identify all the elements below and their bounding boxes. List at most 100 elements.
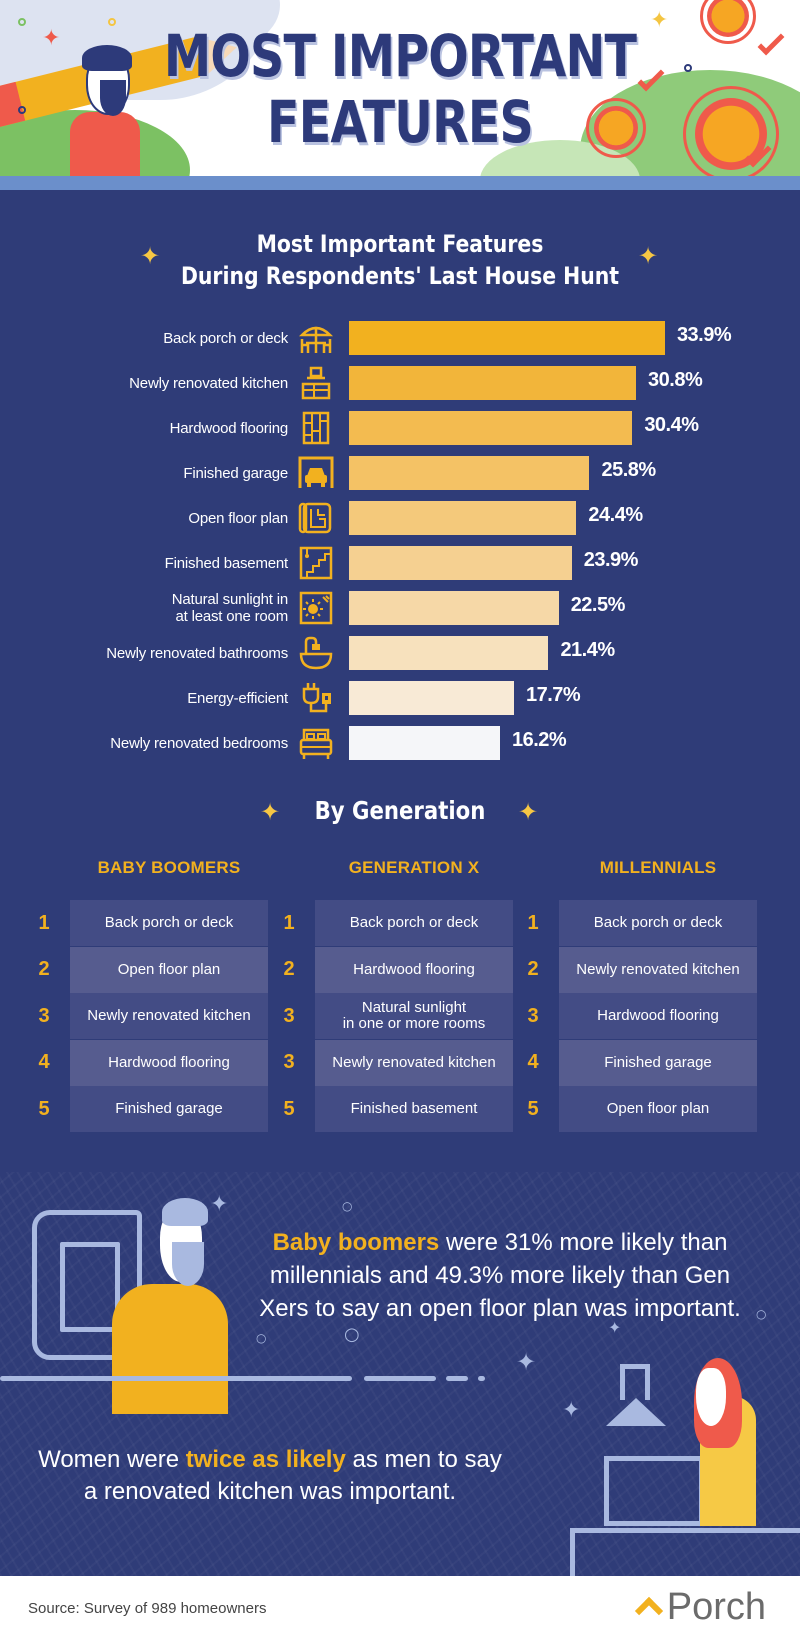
sparkle-icon: ✦ <box>518 798 539 826</box>
circle-decoration: ○ <box>256 1331 267 1345</box>
feature-cell: Newly renovated kitchen <box>559 946 757 993</box>
bar-category-label-text: Energy-efficient <box>187 690 288 707</box>
feature-cell-line: Hardwood flooring <box>353 960 475 978</box>
feature-cell: Back porch or deck <box>315 900 513 946</box>
bar-value-label: 30.8% <box>648 369 703 391</box>
rank-number: 4 <box>527 1051 539 1073</box>
bar-row: Natural sunlight in at least one room 22.5… <box>0 590 800 626</box>
bed-icon <box>298 726 334 760</box>
bar-row: Newly renovated bathrooms 21.4% <box>0 635 800 671</box>
bar-category-label: Newly renovated kitchen <box>129 365 288 401</box>
feature-cell-line: Hardwood flooring <box>108 1053 230 1071</box>
garage-target-icon <box>695 98 767 170</box>
feature-cell-line: Natural sunlight <box>361 999 467 1016</box>
bar-category-label-line: Finished garage <box>183 464 288 482</box>
feature-cell-text: Finished basement <box>351 1101 478 1117</box>
generation-column-header: GENERATION X <box>348 858 480 877</box>
feature-cell-text: Hardwood flooring <box>597 1008 719 1024</box>
rank-number: 2 <box>38 958 50 980</box>
bathtub-target-icon <box>707 0 749 37</box>
feature-cell-line: Newly renovated kitchen <box>332 1053 496 1071</box>
header-banner: ✦ ✦ MOST IMPORTANT FEATURES <box>0 0 800 176</box>
bar <box>349 366 637 400</box>
source-note: Source: Survey of 989 homeowners <box>28 1600 267 1617</box>
feature-cell-text: Hardwood flooring <box>108 1053 230 1071</box>
page-title-line1: MOST IMPORTANT <box>163 22 637 90</box>
bar-category-label-text: Finished garage <box>183 465 288 482</box>
bar-category-label: Newly renovated bathrooms <box>106 635 288 671</box>
sparkle-icon: ✦ <box>260 798 281 826</box>
hardwood-floor-icon <box>298 411 334 445</box>
patio-target-icon <box>594 106 638 150</box>
feature-cell-text: Finished garage <box>115 1101 223 1117</box>
generation-column-header: MILLENNIALS <box>599 858 717 877</box>
bar-category-label: Newly renovated bedrooms <box>110 725 288 761</box>
bar <box>349 681 514 715</box>
bar-value-label: 22.5% <box>570 594 626 616</box>
bar <box>349 321 665 355</box>
bar <box>349 456 590 490</box>
bar-row: Back porch or deck 33.9% <box>0 320 800 356</box>
bar-category-label: Natural sunlight in at least one room <box>172 590 288 626</box>
bar-category-label-line: at least one room <box>175 608 289 625</box>
bar <box>349 546 572 580</box>
generation-rank-row: 5 Finished basement <box>269 1086 513 1132</box>
man-illustration-beard <box>172 1242 204 1286</box>
rank-number: 1 <box>38 911 50 934</box>
feature-cell: Newly renovated kitchen <box>315 1039 513 1086</box>
bar <box>349 411 633 445</box>
bar <box>349 501 577 535</box>
fact-text: as men to say a renovated kitchen was im… <box>83 1446 502 1505</box>
rank-number: 1 <box>283 911 295 934</box>
bar-category-label-text: Newly renovated bedrooms <box>110 735 288 752</box>
bar-category-label: Finished garage <box>183 455 288 491</box>
generation-rank-row: 3 Hardwood flooring <box>513 993 757 1039</box>
bar-category-label-line: Hardwood flooring <box>169 419 289 437</box>
sparkle-icon: ✦ <box>210 1192 229 1217</box>
feature-cell: Back porch or deck <box>559 900 757 946</box>
generation-rank-row: 2 Open floor plan <box>24 946 268 993</box>
fact-highlight: Baby boomers <box>272 1229 440 1256</box>
bar-category-label: Hardwood flooring <box>169 410 289 446</box>
patio-umbrella-icon <box>298 321 334 355</box>
feature-cell: Hardwood flooring <box>70 1039 268 1086</box>
bar-row: Energy-efficient 17.7% <box>0 680 800 716</box>
feature-cell: Finished basement <box>315 1086 513 1132</box>
page-title-line2: FEATURES <box>267 88 534 156</box>
kitchen-icon <box>298 366 334 400</box>
circle-decoration: ○ <box>756 1307 767 1321</box>
bar-category-label-text: Natural sunlight in at least one room <box>172 591 288 625</box>
bar <box>349 591 559 625</box>
target-ring <box>683 86 779 176</box>
feature-cell-line: Finished garage <box>115 1100 223 1117</box>
divider-line <box>0 1376 352 1381</box>
bar-category-label: Open floor plan <box>188 500 288 536</box>
porch-logo[interactable]: Porch <box>637 1586 766 1629</box>
rank-number: 4 <box>38 1051 50 1073</box>
sunlight-window-icon <box>298 591 334 625</box>
feature-cell-text: Back porch or deck <box>350 915 478 931</box>
bar-category-label-line: Newly renovated bathrooms <box>106 644 288 662</box>
feature-cell: Natural sunlight in one or more rooms <box>315 993 513 1039</box>
feature-cell-text: Newly renovated kitchen <box>87 1008 250 1024</box>
feature-cell-line: Newly renovated kitchen <box>576 960 740 978</box>
generation-rank-row: 5 Finished garage <box>24 1086 268 1132</box>
divider-line <box>446 1376 468 1381</box>
feature-cell-text: Open floor plan <box>118 961 221 978</box>
bar-value-label: 16.2% <box>511 729 567 751</box>
target-ring <box>586 98 646 158</box>
circle-decoration: ○ <box>344 1324 360 1345</box>
feature-cell-text: Back porch or deck <box>105 915 233 931</box>
feature-cell: Newly renovated kitchen <box>70 993 268 1039</box>
feature-cell-line: Newly renovated kitchen <box>87 1007 251 1024</box>
sparkle-icon: ✦ <box>562 1398 581 1423</box>
bar-value-label: 25.8% <box>601 459 656 481</box>
garage-car-icon <box>298 456 334 490</box>
bar-category-label-line: Energy-efficient <box>187 689 288 707</box>
generation-rank-row: 1 Back porch or deck <box>24 900 268 946</box>
rank-number: 5 <box>527 1097 539 1120</box>
rank-number: 1 <box>527 911 539 934</box>
divider-line <box>364 1376 436 1381</box>
bar-category-label-text: Newly renovated kitchen <box>129 375 288 392</box>
rank-number: 3 <box>283 1004 295 1027</box>
